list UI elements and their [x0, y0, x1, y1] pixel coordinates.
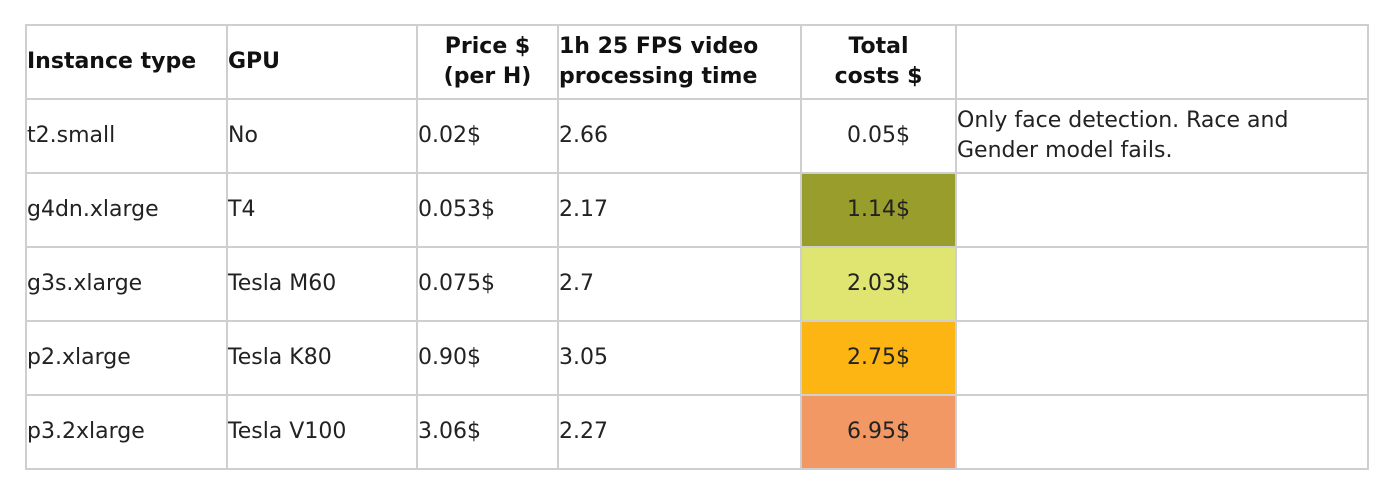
- cell-total-cost: 1.14$: [800, 172, 957, 248]
- cell-gpu: Tesla M60: [226, 246, 418, 322]
- cell-total-cost: 2.03$: [800, 246, 957, 322]
- cell-note: [955, 246, 1369, 322]
- cell-price: 3.06$: [416, 394, 559, 470]
- cell-processing-time: 3.05: [557, 320, 802, 396]
- cell-gpu: No: [226, 98, 418, 174]
- cell-price: 0.90$: [416, 320, 559, 396]
- header-total-costs: Total costs $: [800, 24, 957, 100]
- cell-total-cost: 6.95$: [800, 394, 957, 470]
- header-price-line1: Price $: [444, 34, 531, 59]
- header-time-line2: processing time: [559, 64, 758, 89]
- cell-instance-type: t2.small: [25, 98, 228, 174]
- cell-price: 0.02$: [416, 98, 559, 174]
- cell-total-cost: 2.75$: [800, 320, 957, 396]
- cell-processing-time: 2.7: [557, 246, 802, 322]
- cell-instance-type: g3s.xlarge: [25, 246, 228, 322]
- table-row: g3s.xlarge Tesla M60 0.075$ 2.7 2.03$: [25, 246, 1369, 322]
- cell-note: [955, 320, 1369, 396]
- cell-processing-time: 2.17: [557, 172, 802, 248]
- cell-total-cost: 0.05$: [800, 98, 957, 174]
- table-row: p2.xlarge Tesla K80 0.90$ 3.05 2.75$: [25, 320, 1369, 396]
- header-price-line2: (per H): [443, 64, 532, 89]
- table-row: t2.small No 0.02$ 2.66 0.05$ Only face detect…: [25, 98, 1369, 174]
- header-cost-line1: Total: [848, 34, 909, 59]
- table-body: t2.small No 0.02$ 2.66 0.05$ Only face detect…: [25, 98, 1369, 470]
- instance-cost-table: Instance type GPU Price $ (per H) 1h 25 …: [25, 24, 1369, 470]
- cell-processing-time: 2.27: [557, 394, 802, 470]
- cell-instance-type: g4dn.xlarge: [25, 172, 228, 248]
- cell-note: Only face detection. Race and Gender mod…: [955, 98, 1369, 174]
- table-header-row: Instance type GPU Price $ (per H) 1h 25 …: [25, 24, 1369, 100]
- table-row: g4dn.xlarge T4 0.053$ 2.17 1.14$: [25, 172, 1369, 248]
- cell-note: [955, 394, 1369, 470]
- cell-gpu: Tesla V100: [226, 394, 418, 470]
- header-gpu: GPU: [226, 24, 418, 100]
- cell-instance-type: p3.2xlarge: [25, 394, 228, 470]
- header-cost-line2: costs $: [834, 64, 923, 89]
- header-processing-time: 1h 25 FPS video processing time: [557, 24, 802, 100]
- header-note: [955, 24, 1369, 100]
- cell-price: 0.075$: [416, 246, 559, 322]
- cell-instance-type: p2.xlarge: [25, 320, 228, 396]
- header-time-line1: 1h 25 FPS video: [559, 34, 759, 59]
- cell-note: [955, 172, 1369, 248]
- cell-gpu: Tesla K80: [226, 320, 418, 396]
- cell-processing-time: 2.66: [557, 98, 802, 174]
- header-instance-type: Instance type: [25, 24, 228, 100]
- table-row: p3.2xlarge Tesla V100 3.06$ 2.27 6.95$: [25, 394, 1369, 470]
- header-price: Price $ (per H): [416, 24, 559, 100]
- cell-price: 0.053$: [416, 172, 559, 248]
- cell-gpu: T4: [226, 172, 418, 248]
